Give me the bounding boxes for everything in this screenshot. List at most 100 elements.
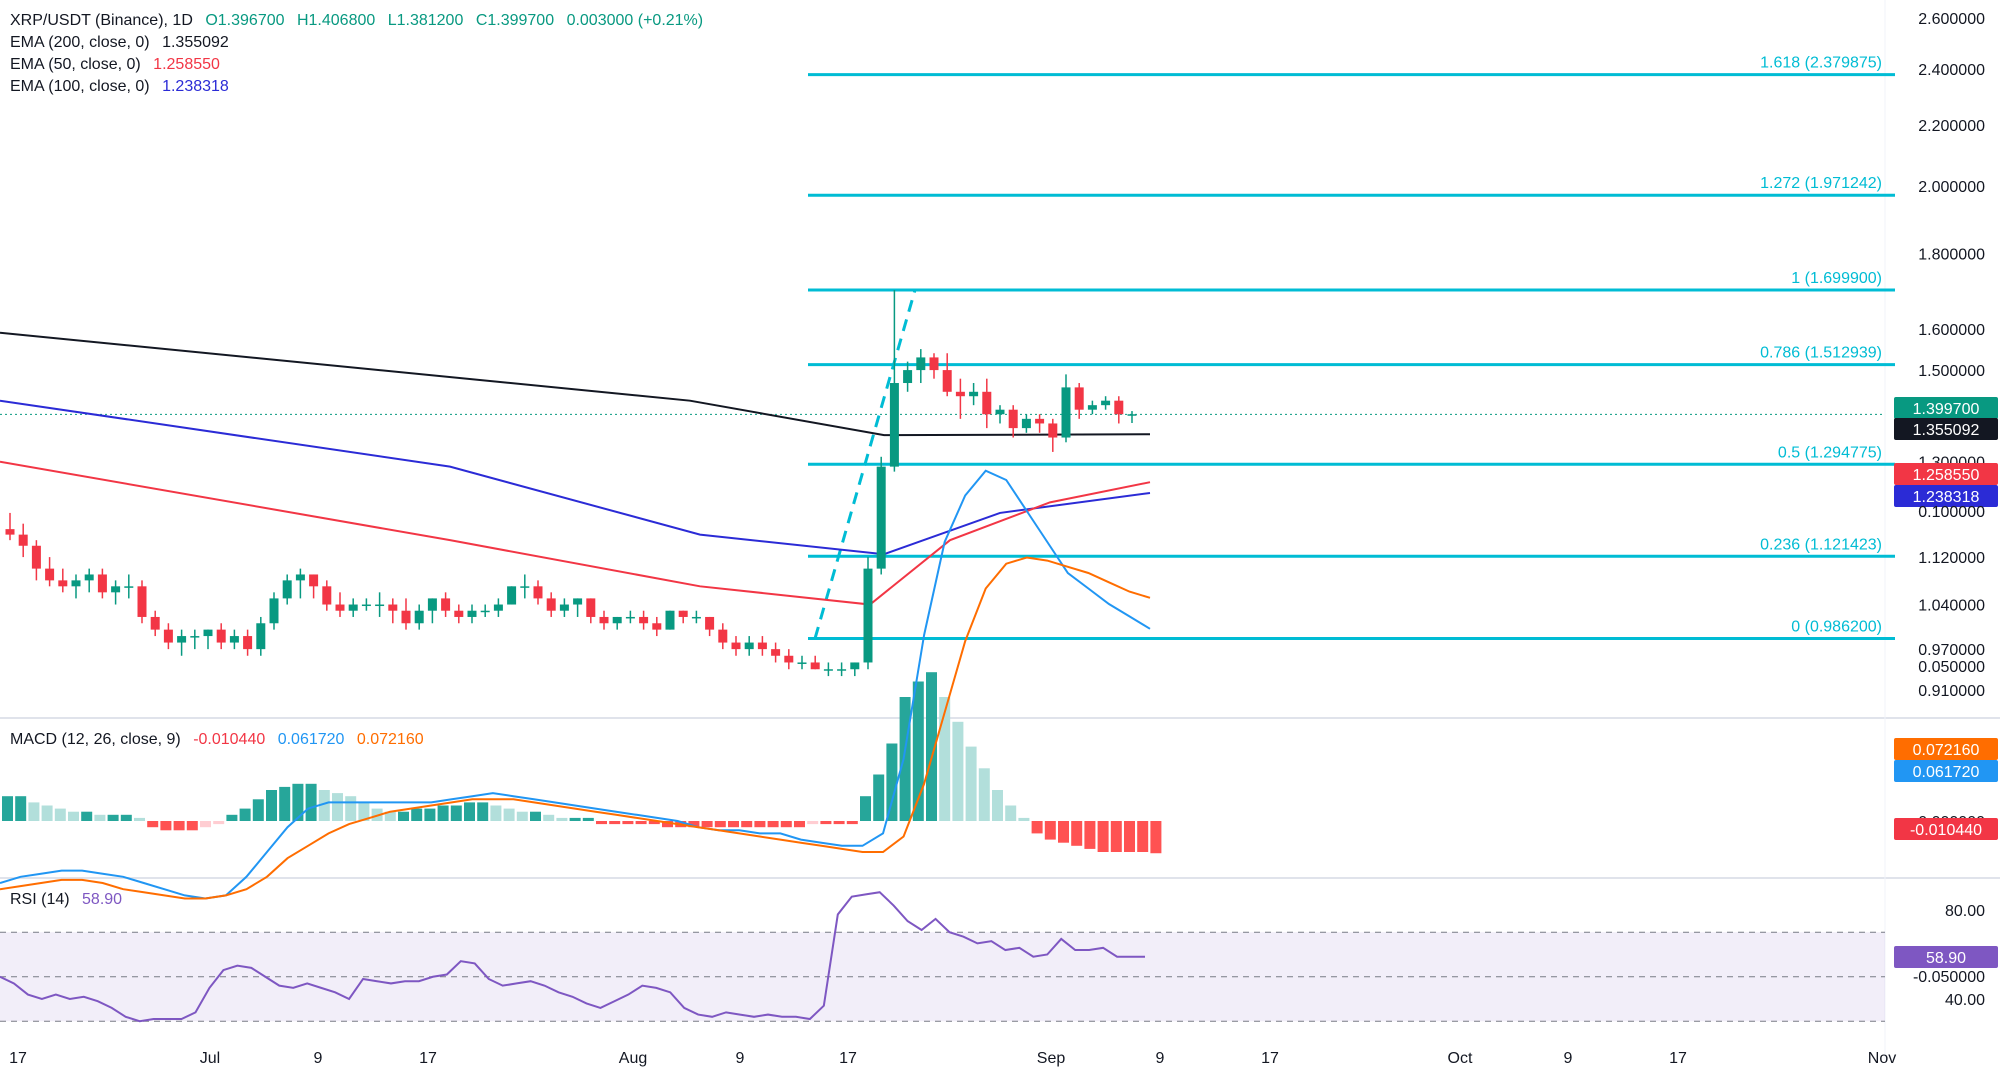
macd-hist-bar — [873, 774, 885, 821]
macd-hist-bar — [728, 821, 739, 828]
macd-hist-bar — [134, 817, 145, 821]
candle — [124, 574, 134, 599]
ema200-legend[interactable]: EMA (200, close, 0) 1.355092 — [10, 34, 237, 52]
change-value: 0.003000 (+0.21%) — [566, 12, 704, 29]
candle — [718, 623, 728, 650]
ema200-label: EMA (200, close, 0) — [10, 34, 150, 51]
macd-hist-bar — [213, 821, 225, 825]
time-tick-label: 9 — [1564, 1050, 1573, 1067]
candle — [665, 610, 675, 630]
macd-hist-bar — [1124, 821, 1135, 852]
rsi-pane: 80.00 40.00 — [0, 891, 1985, 1023]
candle — [1008, 405, 1018, 438]
candle — [691, 610, 701, 624]
fib-label: 1.272 (1.971242) — [1760, 175, 1882, 192]
price-tick-label: 2.000000 — [1918, 179, 1985, 196]
ema100-badge-text: 1.238318 — [1913, 489, 1980, 506]
candle — [282, 574, 292, 605]
macd-hist-bar — [477, 802, 489, 821]
candle — [559, 598, 569, 617]
candle — [625, 610, 635, 624]
candle-body — [612, 616, 622, 624]
ema100-legend[interactable]: EMA (100, close, 0) 1.238318 — [10, 78, 237, 96]
ema100-label: EMA (100, close, 0) — [10, 78, 150, 95]
candle-body — [982, 391, 992, 415]
fib-label: 1 (1.699900) — [1791, 270, 1882, 287]
macd-hist-bar — [81, 811, 93, 821]
rsi-legend[interactable]: RSI (14) 58.90 — [10, 891, 130, 909]
macd-hist-bar — [252, 799, 264, 821]
candle — [401, 598, 411, 630]
candle-body — [995, 409, 1005, 415]
candle-body — [520, 586, 530, 588]
candle — [177, 629, 187, 656]
candle — [256, 616, 266, 656]
time-axis: 17 Jul 9 17 Aug 9 17 Sep 9 17 Oct 9 17 Nov — [9, 1050, 1896, 1067]
macd-line-badge-text: 0.061720 — [1913, 764, 1980, 781]
candle — [137, 580, 147, 624]
macd-hist-bar — [648, 821, 660, 825]
candle-body — [533, 586, 543, 599]
macd-hist-bar — [741, 821, 753, 828]
candle — [441, 592, 451, 617]
macd-hist-bar — [305, 783, 317, 821]
candles — [5, 289, 1137, 677]
rsi-badge-text: 58.90 — [1926, 950, 1966, 967]
macd-hist-bar — [147, 821, 159, 828]
candle-body — [1048, 423, 1058, 438]
low-value: L1.381200 — [387, 12, 464, 29]
candle-body — [1101, 400, 1111, 406]
macd-signal-badge-text: 0.072160 — [1913, 742, 1980, 759]
candle-body — [84, 574, 94, 581]
candle — [889, 289, 899, 472]
macd-signal-badge: 0.072160 — [1894, 738, 1998, 760]
candle — [84, 568, 94, 593]
candle — [599, 610, 609, 630]
macd-hist-bar — [596, 821, 607, 825]
candle-body — [348, 604, 358, 611]
candle-body — [388, 604, 398, 611]
candle-body — [678, 610, 688, 617]
candle-body — [1114, 400, 1124, 415]
candle-body — [216, 629, 226, 643]
time-tick-label: Oct — [1448, 1050, 1473, 1067]
macd-hist-bar — [1110, 821, 1122, 852]
macd-hist-bar — [279, 786, 291, 821]
macd-hist-bar — [107, 814, 119, 821]
fib-label: 0.236 (1.121423) — [1760, 536, 1882, 553]
price-badge: 1.399700 — [1894, 397, 1998, 419]
macd-legend[interactable]: MACD (12, 26, close, 9) -0.010440 0.0617… — [10, 731, 432, 749]
candle — [678, 610, 688, 624]
price-tick-label: 1.040000 — [1918, 598, 1985, 615]
ema50-legend[interactable]: EMA (50, close, 0) 1.258550 — [10, 56, 228, 74]
candle — [520, 574, 530, 599]
candle-body — [150, 616, 160, 630]
candle-body — [203, 629, 213, 637]
macd-hist-bar — [398, 811, 409, 821]
candle-body — [586, 598, 596, 617]
macd-line-badge: 0.061720 — [1894, 760, 1998, 782]
candle — [784, 649, 794, 670]
candle — [995, 405, 1005, 424]
macd-hist-bar — [807, 821, 819, 825]
candle — [322, 580, 332, 611]
candle — [18, 523, 28, 558]
candle-body — [916, 357, 926, 371]
candle — [414, 604, 424, 630]
symbol-label[interactable]: XRP/USDT (Binance), 1D — [10, 12, 193, 29]
candle-body — [309, 574, 319, 587]
ema200-badge-text: 1.355092 — [1913, 422, 1980, 439]
fib-label: 0.5 (1.294775) — [1778, 444, 1882, 461]
macd-signal-badge-bg — [1894, 738, 1998, 760]
candle — [216, 623, 226, 650]
candle — [771, 642, 781, 663]
candle-body — [876, 466, 886, 569]
price-badge-bg — [1894, 397, 1998, 419]
macd-hist-bar — [767, 821, 779, 828]
candle — [955, 378, 965, 419]
macd-hist-bar — [635, 821, 647, 825]
time-tick-label: 17 — [1261, 1050, 1279, 1067]
candle-body — [5, 529, 15, 535]
